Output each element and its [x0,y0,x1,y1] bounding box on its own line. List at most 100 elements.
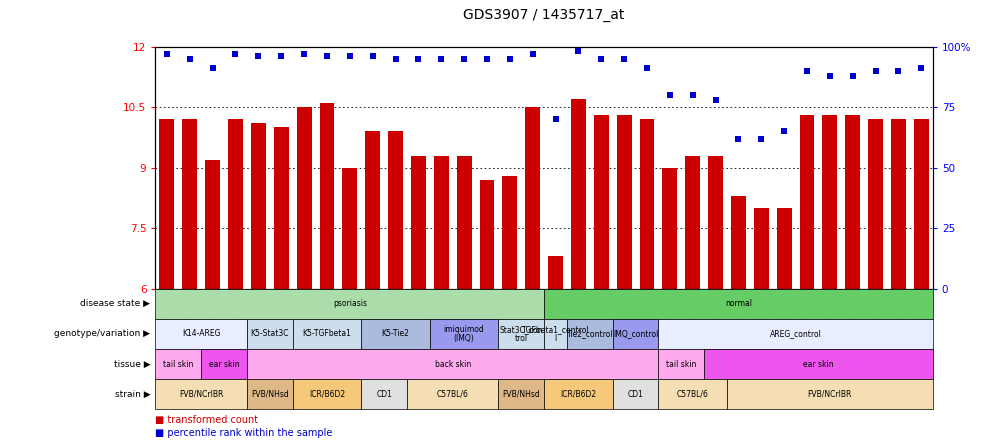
Bar [274,127,289,289]
Text: CD1: CD1 [376,390,392,399]
Point [365,53,381,60]
Bar [754,208,768,289]
Text: tail skin: tail skin [665,360,695,369]
Bar [342,168,357,289]
Bar [155,289,544,319]
Bar [547,256,562,289]
Point [776,128,792,135]
Bar [388,131,403,289]
Bar [657,319,932,349]
Bar [155,319,246,349]
Bar [707,155,722,289]
Point [342,53,358,60]
Text: TGFbeta1_control
l: TGFbeta1_control l [521,325,589,343]
Text: IMQ_control: IMQ_control [612,329,657,338]
Text: tissue ▶: tissue ▶ [113,360,150,369]
Bar [155,379,246,409]
Bar [250,123,266,289]
Bar [593,115,608,289]
Text: K14-AREG: K14-AREG [181,329,220,338]
Text: tail skin: tail skin [163,360,193,369]
Point [181,55,197,62]
Text: C57BL/6: C57BL/6 [676,390,708,399]
Point [753,135,769,142]
Text: ear skin: ear skin [208,360,239,369]
Point [844,72,860,79]
Point [821,72,837,79]
Point [296,50,312,57]
Text: FVB/NCrIBR: FVB/NCrIBR [807,390,852,399]
Point [479,55,495,62]
Bar [434,155,448,289]
Point [867,67,883,75]
Point [570,48,586,55]
Point [319,53,335,60]
Bar [365,131,380,289]
Text: ear skin: ear skin [803,360,833,369]
Bar [726,379,932,409]
Text: FVB/NHsd: FVB/NHsd [502,390,540,399]
Bar [155,349,201,379]
Text: ICR/B6D2: ICR/B6D2 [309,390,345,399]
Bar [799,115,814,289]
Bar [543,379,612,409]
Text: Stat3C_con
trol: Stat3C_con trol [499,325,542,343]
Point [661,91,677,99]
Bar [407,379,498,409]
Bar [525,107,540,289]
Bar [616,115,631,289]
Bar [657,379,726,409]
Bar [612,379,657,409]
Bar [246,319,293,349]
Text: disease state ▶: disease state ▶ [80,299,150,308]
Point [913,65,929,72]
Bar [246,379,293,409]
Text: K5-TGFbeta1: K5-TGFbeta1 [303,329,351,338]
Point [615,55,631,62]
Bar [570,99,585,289]
Bar [297,107,312,289]
Bar [845,115,860,289]
Bar [502,176,517,289]
Bar [361,379,407,409]
Bar [159,119,174,289]
Bar [657,349,703,379]
Point [433,55,449,62]
Bar [430,319,498,349]
Point [158,50,174,57]
Bar [456,155,471,289]
Point [684,91,700,99]
Point [706,96,722,103]
Point [250,53,267,60]
Point [456,55,472,62]
Point [547,116,563,123]
Point [592,55,608,62]
Point [410,55,426,62]
Point [204,65,220,72]
Text: ■ transformed count: ■ transformed count [155,415,259,425]
Bar [612,319,657,349]
Bar [868,119,882,289]
Bar [411,155,426,289]
Text: FVB/NHsd: FVB/NHsd [250,390,289,399]
Point [273,53,289,60]
Bar [320,103,334,289]
Text: CD1: CD1 [627,390,643,399]
Bar [293,379,361,409]
Bar [498,319,544,349]
Bar [479,180,494,289]
Bar [201,349,246,379]
Text: genotype/variation ▶: genotype/variation ▶ [54,329,150,338]
Text: imiquimod
(IMQ): imiquimod (IMQ) [443,325,484,343]
Text: K5-Tie2: K5-Tie2 [381,329,409,338]
Bar [913,119,928,289]
Bar [776,208,791,289]
Point [387,55,403,62]
Bar [661,168,676,289]
Bar [890,119,905,289]
Text: normal: normal [724,299,752,308]
Bar [182,119,197,289]
Text: FVB/NCrIBR: FVB/NCrIBR [178,390,223,399]
Text: K5-Stat3C: K5-Stat3C [250,329,289,338]
Bar [227,119,242,289]
